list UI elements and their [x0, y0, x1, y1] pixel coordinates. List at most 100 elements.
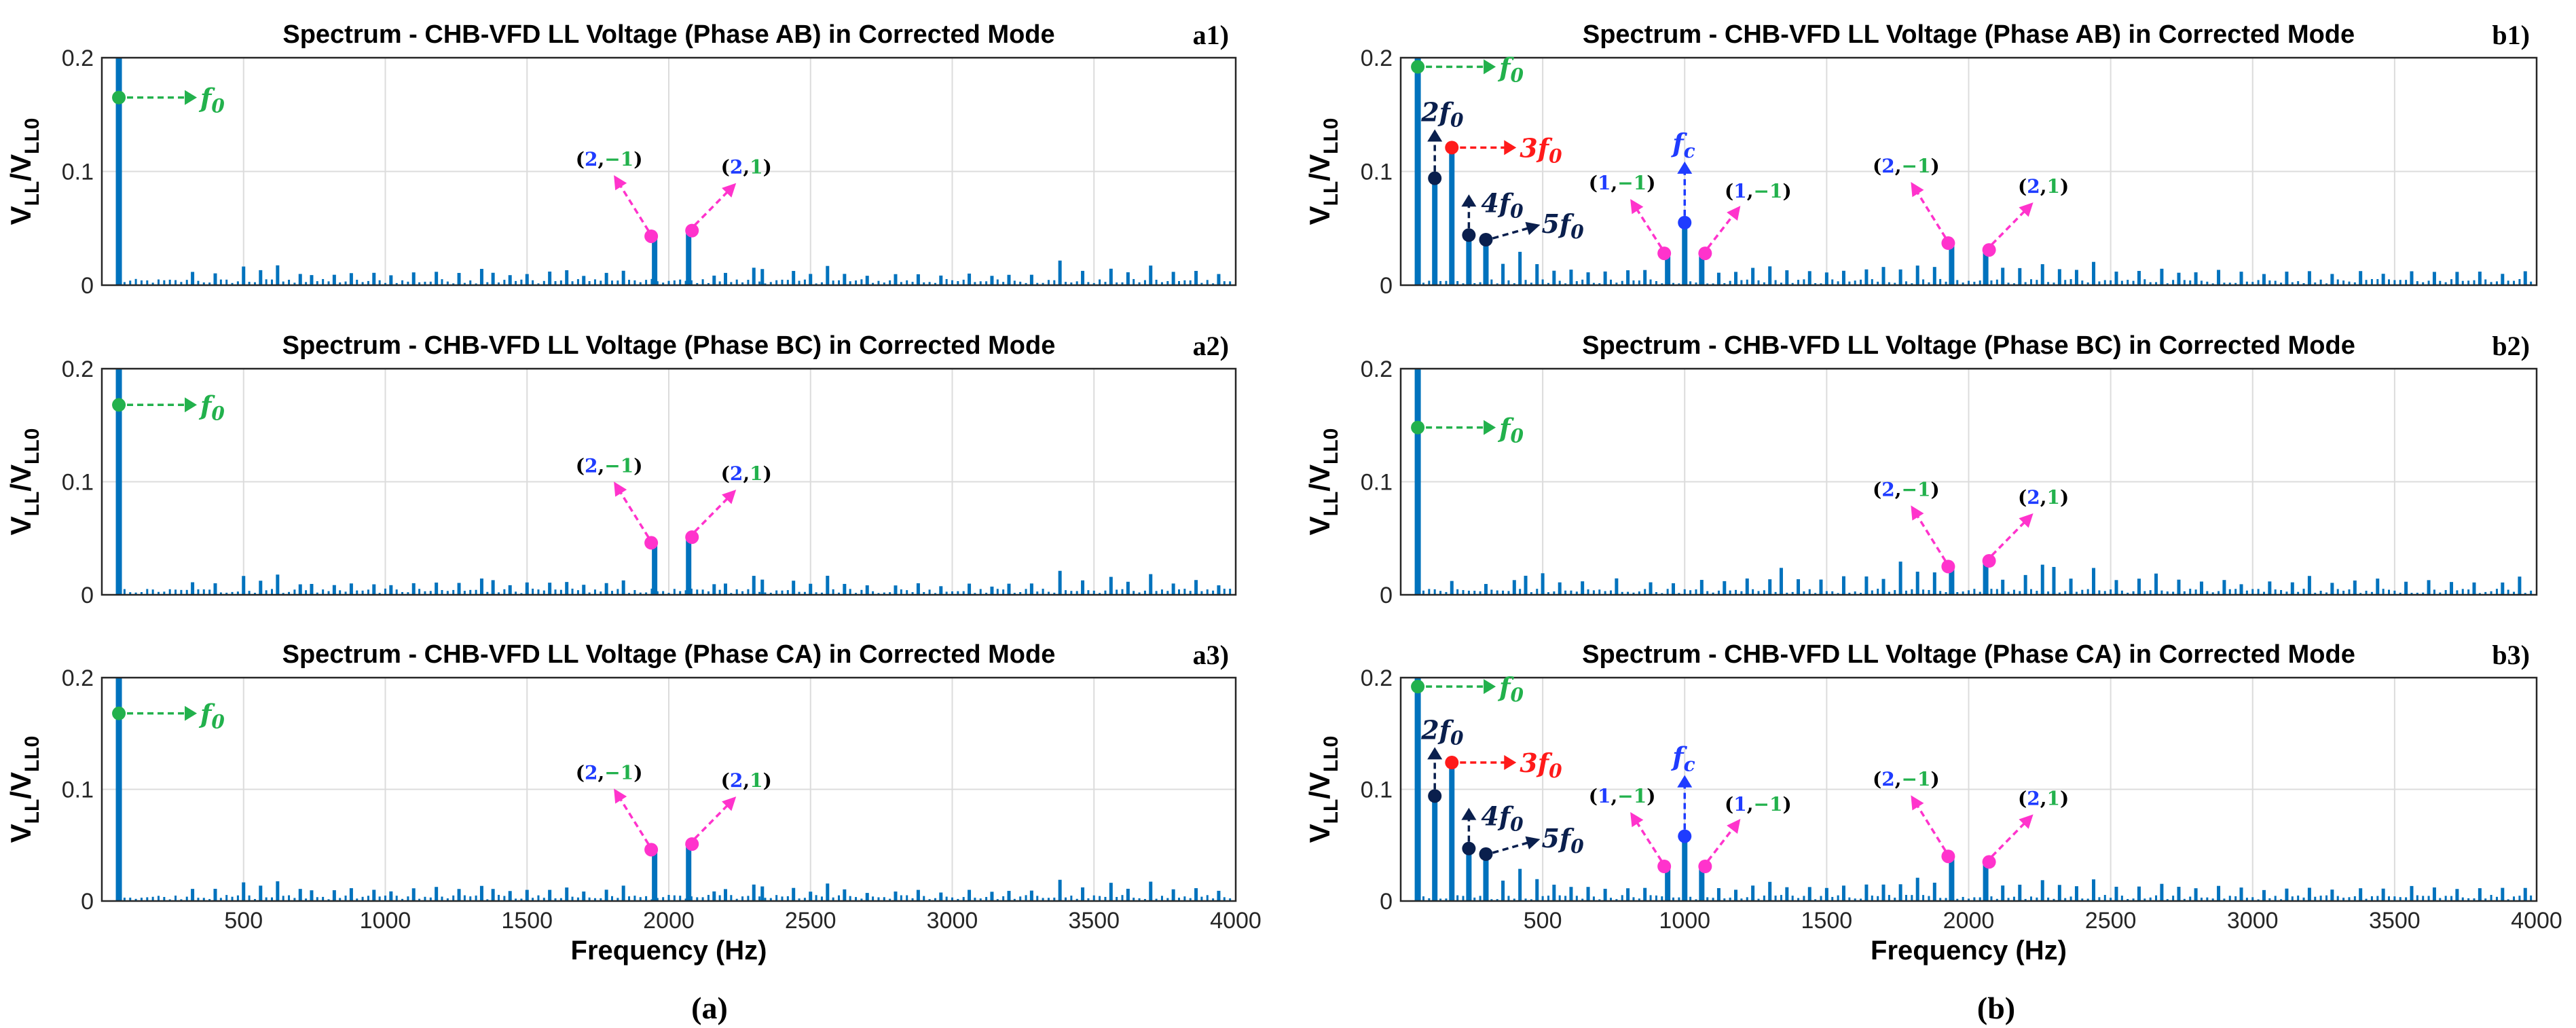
arrow-head [185, 90, 198, 105]
f4-label: 4f0 [1481, 801, 1524, 836]
arrow-line [693, 189, 730, 226]
arrow-line [1492, 841, 1530, 854]
y-tick-label: 0.1 [1361, 470, 1393, 496]
caption-b: (b) [1977, 991, 2015, 1025]
y-tick-label: 0.1 [62, 777, 94, 803]
y-tick-label: 0 [1380, 889, 1393, 915]
f0-marker [1411, 420, 1425, 435]
pair-left-label: (2,−1) [1873, 155, 1940, 177]
arrow-head [614, 481, 627, 497]
annotations: f0 (2,−1) (2,1) [1411, 413, 2069, 574]
pair-left-dot [644, 536, 659, 550]
arrow-head [1911, 795, 1924, 811]
x-tick-label: 1000 [360, 908, 411, 934]
arrow-head [1427, 747, 1443, 760]
y-tick-label: 0 [81, 583, 94, 608]
arrow-head [614, 175, 627, 191]
chart-a3: 0 0.1 0.2 500 1000 1500 2000 2500 3000 3500 4000 Fr… [5, 640, 1262, 966]
y-axis-label: VLL/VLL0 [1304, 736, 1342, 843]
f0-label: f0 [1497, 672, 1524, 706]
panel-tag: a1) [1193, 20, 1229, 50]
x-tick-label: 2000 [1943, 908, 1995, 934]
arrow-line [1635, 207, 1663, 249]
axes-box [100, 56, 1237, 287]
x-axis-label: Frequency (Hz) [1871, 936, 2067, 966]
pair-right-label: (2,1) [2018, 787, 2069, 809]
panel-tag: b1) [2492, 20, 2530, 50]
x-tick-label: 2500 [785, 908, 836, 934]
y-tick-label: 0.1 [1361, 777, 1393, 803]
arrow-head [1727, 206, 1741, 221]
pair-left-label: (2,−1) [1873, 768, 1940, 790]
arrow-head [1461, 194, 1477, 207]
arrow-head [1427, 129, 1443, 142]
arrow-head [1677, 775, 1693, 788]
arrow-line [1635, 820, 1663, 862]
pair-left-label: (2,−1) [576, 148, 643, 170]
axes-box [1399, 676, 2538, 902]
pair-left-dot [644, 843, 659, 857]
y-tick-label: 0.2 [1361, 665, 1393, 691]
panel-tag: b3) [2492, 640, 2530, 670]
y-axis-label: VLL/VLL0 [5, 118, 43, 225]
y-tick-label: 0.1 [62, 470, 94, 496]
f2-label: 2f0 [1420, 714, 1464, 749]
x-tick-label: 4000 [2511, 908, 2562, 934]
arrow-line [1706, 826, 1735, 862]
f2-marker [1428, 171, 1442, 185]
f0-label: f0 [198, 83, 225, 117]
pair-left-dot [644, 229, 659, 243]
arrow-head [722, 183, 737, 198]
arrow-head [1525, 836, 1541, 850]
pair-left-dot [1941, 236, 1955, 251]
arrow-line [1991, 821, 2027, 858]
chart-title: Spectrum - CHB-VFD LL Voltage (Phase AB)… [282, 20, 1054, 49]
x-tick-label: 2000 [643, 908, 695, 934]
y-tick-label: 0 [1380, 273, 1393, 299]
x-tick-label: 500 [1524, 908, 1562, 934]
arrow-line [1915, 190, 1947, 238]
arrow-head [2019, 814, 2034, 829]
arrow-head [1504, 755, 1517, 771]
f4-marker [1462, 228, 1476, 242]
arrow-head [1504, 140, 1517, 155]
chart-b2: 0 0.1 0.2 VLL/VLL0 Spectrum - CHB-VFD LL Vol… [1304, 331, 2538, 608]
pair-right-label: (2,1) [2018, 175, 2069, 198]
sideband-right-dot [1698, 246, 1712, 261]
sideband-right-label: (1,−1) [1725, 793, 1792, 815]
f0-label: f0 [198, 390, 225, 424]
chart-a2: 0 0.1 0.2 VLL/VLL0 Spectrum - CHB-VFD LL Vol… [5, 331, 1237, 608]
pair-right-dot [1982, 855, 1996, 869]
annotations: f0 (2,−1) (2,1) 2f0 3f0 4f0 5f0 fc (1,−1) (1,−1) [1411, 672, 2069, 874]
pair-right-label: (2,1) [2018, 486, 2069, 509]
y-tick-label: 0.2 [62, 665, 94, 691]
arrow-head [1461, 807, 1477, 820]
arrow-head [1484, 59, 1496, 75]
arrow-line [1915, 803, 1947, 852]
chart-title: Spectrum - CHB-VFD LL Voltage (Phase AB)… [1583, 20, 2355, 49]
arrow-head [1630, 812, 1644, 828]
sideband-right-dot [1698, 860, 1712, 874]
arrow-line [619, 490, 650, 538]
chart-b3: 0 0.1 0.2 500 1000 1500 2000 2500 3000 3500 4000 Fr… [1304, 640, 2562, 966]
y-tick-label: 0.2 [62, 356, 94, 382]
pair-left-label: (2,−1) [576, 454, 643, 477]
f0-marker [112, 90, 126, 105]
arrow-line [1915, 514, 1947, 562]
pair-left-dot [1941, 559, 1955, 574]
f5-label: 5f0 [1541, 208, 1584, 243]
arrow-head [1484, 679, 1496, 695]
arrow-line [619, 796, 650, 845]
arrow-head [1911, 505, 1924, 521]
pair-left-dot [1941, 849, 1955, 864]
arrow-line [1991, 209, 2027, 246]
spectrum-bars [115, 58, 1232, 285]
arrow-line [1991, 520, 2027, 557]
spectrum-bars [1414, 58, 2533, 285]
f3-marker [1445, 756, 1459, 770]
f4-marker [1462, 841, 1476, 856]
f5-label: 5f0 [1541, 823, 1584, 858]
arrow-line [619, 183, 650, 232]
f5-marker [1479, 233, 1493, 246]
